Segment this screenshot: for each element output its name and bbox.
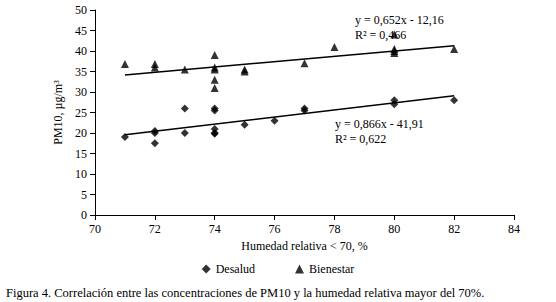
svg-text:PM10, µg/m³: PM10, µg/m³ [51, 80, 65, 145]
svg-text:y = 0,866x - 41,91: y = 0,866x - 41,91 [335, 117, 424, 131]
svg-text:82: 82 [448, 222, 460, 236]
svg-text:74: 74 [209, 222, 221, 236]
svg-text:30: 30 [75, 85, 87, 99]
svg-text:20: 20 [75, 126, 87, 140]
svg-text:25: 25 [75, 106, 87, 120]
svg-text:76: 76 [269, 222, 281, 236]
svg-text:15: 15 [75, 147, 87, 161]
svg-text:Figura 4. Correlación entre la: Figura 4. Correlación entre las concentr… [6, 286, 484, 300]
svg-text:Bienestar: Bienestar [309, 262, 354, 276]
svg-text:72: 72 [149, 222, 161, 236]
svg-text:y = 0,652x - 12,16: y = 0,652x - 12,16 [355, 13, 444, 27]
svg-text:R² = 0,466: R² = 0,466 [355, 28, 406, 42]
svg-text:10: 10 [75, 167, 87, 181]
svg-text:R² = 0,622: R² = 0,622 [335, 132, 386, 146]
svg-text:45: 45 [75, 24, 87, 38]
svg-text:80: 80 [388, 222, 400, 236]
svg-text:50: 50 [75, 3, 87, 17]
svg-text:70: 70 [89, 222, 101, 236]
svg-text:Desalud: Desalud [216, 262, 255, 276]
svg-text:78: 78 [328, 222, 340, 236]
svg-text:40: 40 [75, 44, 87, 58]
svg-text:35: 35 [75, 65, 87, 79]
svg-text:Humedad relativa < 70, %: Humedad relativa < 70, % [241, 239, 367, 253]
svg-text:84: 84 [508, 222, 520, 236]
svg-text:0: 0 [81, 208, 87, 222]
svg-text:5: 5 [81, 188, 87, 202]
